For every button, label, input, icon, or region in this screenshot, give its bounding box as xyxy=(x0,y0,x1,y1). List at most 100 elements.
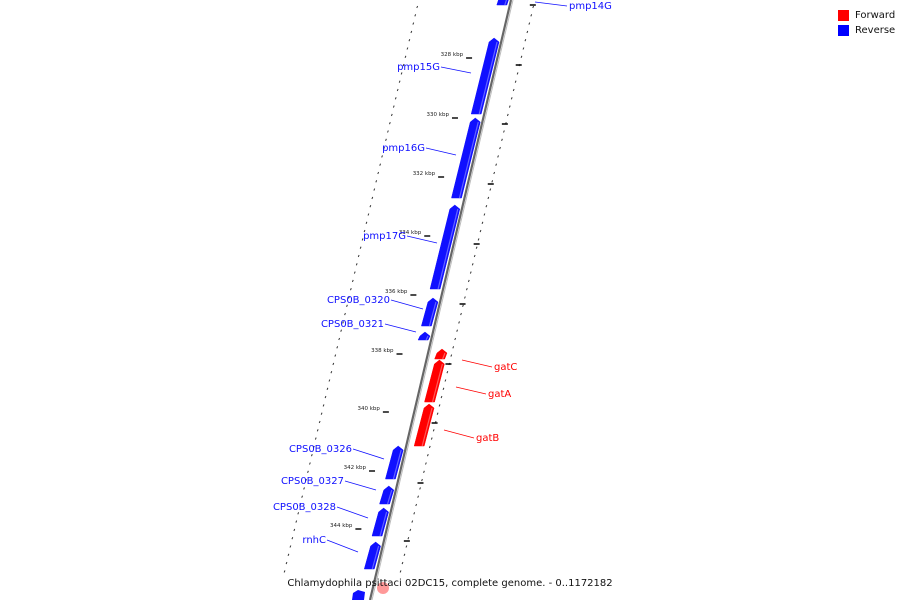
gene-arrow-rnhC[interactable] xyxy=(363,541,381,570)
gene-arrow-CPS0B_0327[interactable] xyxy=(379,485,395,505)
gene-arrow-pmp17G[interactable] xyxy=(429,204,461,290)
gene-label-pmp16G[interactable]: pmp16G xyxy=(382,143,425,154)
rail-dot xyxy=(481,221,484,224)
leader-line xyxy=(406,235,438,244)
legend-item-forward: Forward xyxy=(838,8,895,23)
gene-label-pmp17G[interactable]: pmp17G xyxy=(363,231,406,242)
rail-dot xyxy=(462,304,464,307)
genome-caption: Chlamydophila psittaci 02DC15, complete … xyxy=(287,578,613,589)
rail-dot xyxy=(309,462,311,465)
gene-label-CPS0B_0326[interactable]: CPS0B_0326 xyxy=(289,444,352,455)
rail-dot xyxy=(381,155,383,158)
gene-label-rnhC[interactable]: rnhC xyxy=(302,535,326,546)
scale-label: 338 kbp xyxy=(371,348,394,354)
rail-dot xyxy=(295,520,298,523)
legend: Forward Reverse xyxy=(838,8,895,38)
gene-label-CPS0B_0321[interactable]: CPS0B_0321 xyxy=(321,319,384,330)
left-tick-rail xyxy=(283,5,419,573)
rail-dot xyxy=(432,429,435,432)
gene-label-CPS0B_0320[interactable]: CPS0B_0320 xyxy=(327,295,390,306)
rail-dot xyxy=(477,238,480,241)
rail-dot xyxy=(421,478,423,482)
gene-label-pmp15G[interactable]: pmp15G xyxy=(397,62,440,73)
scale-label: 340 kbp xyxy=(357,406,380,412)
rail-dot xyxy=(428,445,431,449)
gene-highlight xyxy=(431,363,443,403)
gene-label-gatA[interactable]: gatA xyxy=(488,389,511,400)
gene-arrow-gatB[interactable] xyxy=(413,403,435,447)
rail-dot xyxy=(390,113,393,117)
rail-dot xyxy=(305,478,307,482)
rail-dot xyxy=(328,379,331,382)
rail-dot xyxy=(285,561,288,565)
gene-arrow-CPS0B_0328[interactable] xyxy=(371,507,389,537)
gene-arrow-CPS0B_0320[interactable] xyxy=(421,297,439,327)
scale-label: 328 kbp xyxy=(441,52,464,58)
gene-arrow-gatC[interactable] xyxy=(434,348,448,360)
rail-dot xyxy=(450,354,453,357)
scale-label: 334 kbp xyxy=(399,230,422,236)
rail-dot xyxy=(334,354,337,357)
rail-dot xyxy=(392,105,395,108)
gene-label-CPS0B_0327[interactable]: CPS0B_0327 xyxy=(281,476,344,487)
leader-line xyxy=(344,480,377,491)
gene-arrow-offscreen xyxy=(352,590,365,600)
rail-dot xyxy=(318,420,321,424)
forward-swatch xyxy=(838,10,849,21)
rail-dot xyxy=(416,5,419,9)
rail-dot xyxy=(312,445,315,449)
gene-label-gatB[interactable]: gatB xyxy=(476,433,499,444)
rail-dot xyxy=(425,462,427,465)
rail-dot xyxy=(342,321,344,324)
rail-dot xyxy=(503,130,505,133)
gene-label-CPS0B_0328[interactable]: CPS0B_0328 xyxy=(273,502,336,513)
gene-arrow-pmp15G[interactable] xyxy=(470,37,500,115)
gene-highlight xyxy=(379,511,388,537)
gene-label-gatC[interactable]: gatC xyxy=(494,362,517,373)
rail-dot xyxy=(357,254,360,258)
rail-dot xyxy=(405,545,408,548)
gene-marker-offscreen xyxy=(377,582,389,594)
rail-dot xyxy=(479,229,482,233)
rail-dot xyxy=(409,528,412,532)
rail-dot xyxy=(528,22,531,25)
rail-dot xyxy=(338,337,341,341)
gene-features xyxy=(352,0,511,600)
rail-dot xyxy=(361,238,364,241)
rail-dot xyxy=(475,246,478,249)
rail-dot xyxy=(423,470,425,473)
gene-arrow-gatA[interactable] xyxy=(424,359,445,403)
gene-label-pmp14G[interactable]: pmp14G xyxy=(569,1,612,12)
rail-dot xyxy=(510,97,513,100)
gene-arrow-CPS0B_0326[interactable] xyxy=(385,445,404,480)
rail-dot xyxy=(426,454,429,457)
rail-dot xyxy=(532,5,535,9)
rail-dot xyxy=(407,537,410,540)
scale-label: 330 kbp xyxy=(427,112,450,118)
gene-labels: pmp14G pmp15G pmp16G pmp17G CPS0B_0320 CPS0B_… xyxy=(273,1,612,553)
rail-dot xyxy=(348,296,350,299)
scale-label: 344 kbp xyxy=(330,523,353,529)
rail-dot xyxy=(330,371,333,374)
rail-dot xyxy=(297,512,300,515)
rail-dot xyxy=(524,39,527,42)
rail-dot xyxy=(526,30,529,34)
gene-highlight xyxy=(421,407,433,447)
rail-dot xyxy=(289,545,292,548)
gene-arrow-CPS0B_0321[interactable] xyxy=(417,331,431,341)
gene-arrow-pmp14G[interactable] xyxy=(496,0,511,6)
rail-dot xyxy=(412,22,415,25)
rail-dot xyxy=(469,271,472,274)
rail-dot xyxy=(359,246,362,249)
scale-label: 336 kbp xyxy=(385,289,408,295)
rail-dot xyxy=(442,387,445,390)
leader-line xyxy=(352,448,385,460)
rail-dot xyxy=(355,263,358,266)
leader-line xyxy=(534,1,568,7)
rail-dot xyxy=(415,503,418,507)
rail-dot xyxy=(514,80,517,83)
gene-highlight xyxy=(437,208,459,290)
rail-dot xyxy=(497,155,499,158)
leader-line xyxy=(440,66,472,74)
gene-arrow-pmp16G[interactable] xyxy=(451,117,481,199)
